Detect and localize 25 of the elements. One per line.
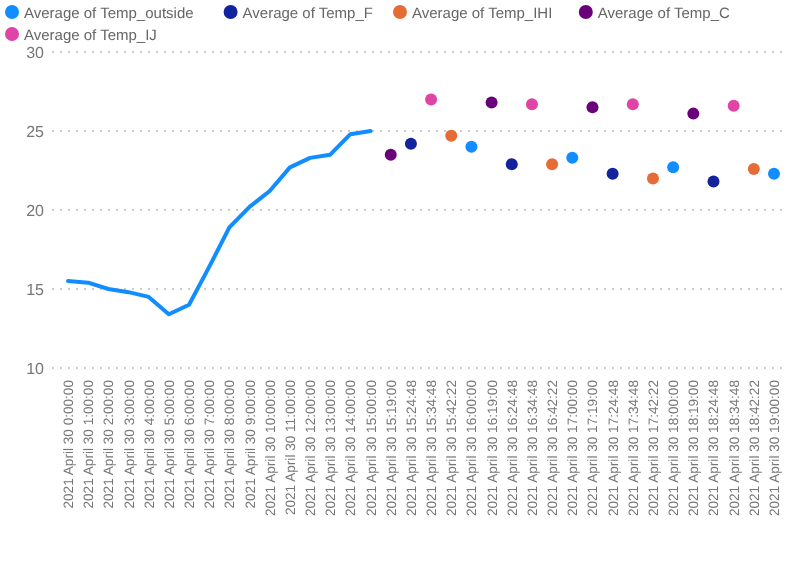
point: [626, 98, 639, 111]
point: [566, 151, 579, 164]
point: [768, 167, 780, 180]
y-tick-label: 20: [26, 202, 46, 220]
point: [445, 129, 458, 142]
point: [465, 140, 478, 153]
point: [485, 96, 498, 109]
y-tick-label: 15: [26, 281, 46, 299]
point: [586, 101, 599, 114]
y-tick-label: 10: [26, 360, 46, 378]
point: [546, 158, 559, 171]
point: [747, 162, 760, 175]
point: [667, 161, 680, 174]
point: [687, 107, 700, 120]
point: [404, 137, 417, 150]
point: [606, 167, 619, 180]
y-tick-label: 25: [26, 123, 46, 141]
point: [425, 93, 438, 106]
point: [505, 158, 518, 171]
point: [525, 98, 538, 111]
point: [707, 175, 720, 188]
point: [384, 148, 397, 161]
point: [646, 172, 659, 185]
point: [727, 99, 740, 112]
y-tick-label: 30: [26, 44, 46, 62]
